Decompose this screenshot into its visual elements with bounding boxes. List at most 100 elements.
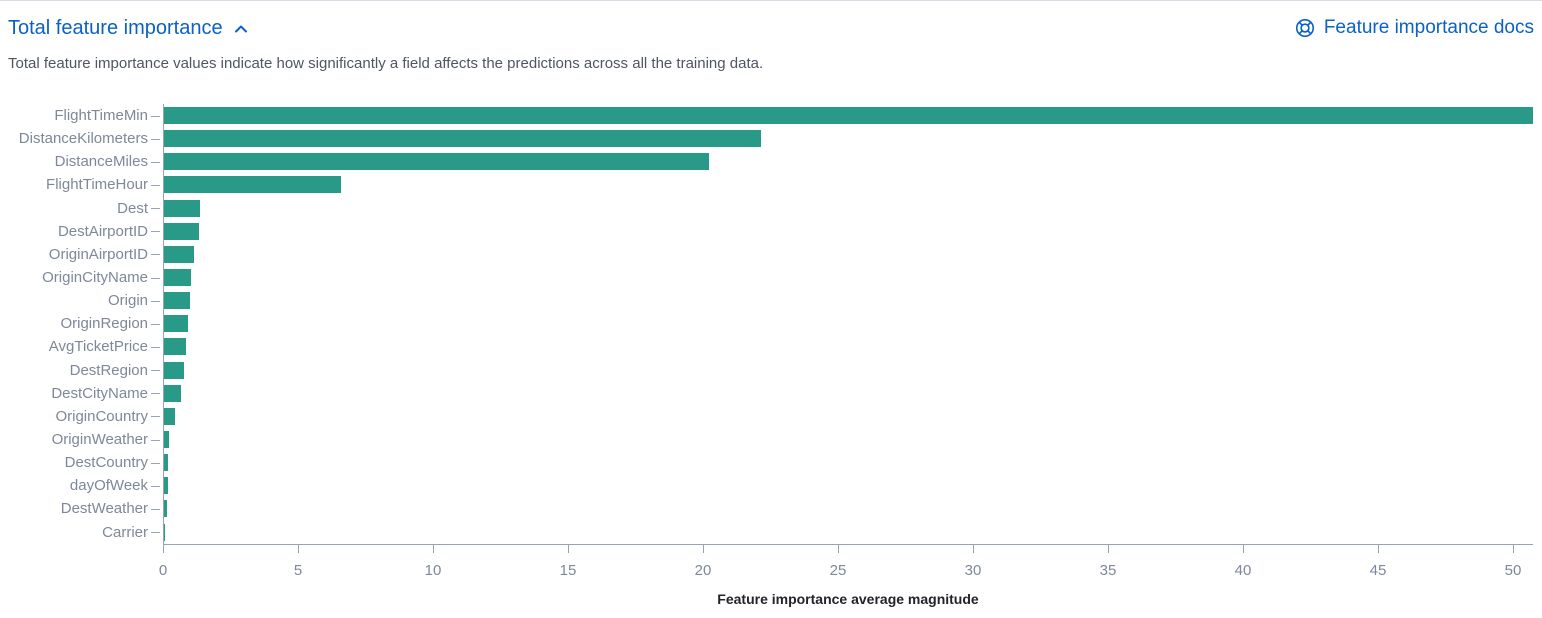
- y-axis-label: FlightTimeMin: [54, 107, 148, 125]
- y-axis-label: Dest: [117, 199, 148, 217]
- y-axis-tick: [151, 231, 160, 233]
- feature-importance-docs-link[interactable]: Feature importance docs: [1295, 14, 1534, 42]
- x-axis-tick: [703, 545, 704, 553]
- y-axis-label: FlightTimeHour: [46, 176, 148, 194]
- bar-row: OriginCityName: [0, 266, 1542, 289]
- x-axis-tick-label: 10: [424, 562, 442, 579]
- bar-row: DestCountry: [0, 451, 1542, 474]
- bar-FlightTimeMin[interactable]: [164, 107, 1533, 125]
- y-axis-label: dayOfWeek: [69, 477, 148, 495]
- x-axis-tick: [433, 545, 434, 553]
- bar-AvgTicketPrice[interactable]: [164, 338, 187, 356]
- y-axis-tick: [151, 393, 160, 395]
- y-axis-tick: [151, 485, 160, 487]
- y-axis-tick: [151, 416, 160, 418]
- y-axis-tick: [151, 323, 160, 325]
- bar-row: OriginAirportID: [0, 243, 1542, 266]
- section-title: Total feature importance: [8, 17, 223, 39]
- bar-DestAirportID[interactable]: [164, 222, 200, 240]
- y-axis-tick: [151, 439, 160, 441]
- bar-Origin[interactable]: [164, 292, 191, 310]
- y-axis-label: OriginAirportID: [48, 245, 148, 263]
- x-axis-tick-label: 5: [293, 562, 303, 579]
- section-description: Total feature importance values indicate…: [8, 55, 764, 72]
- bar-row: DestWeather: [0, 497, 1542, 520]
- y-axis-label: DistanceKilometers: [18, 130, 148, 148]
- bar-row: DestRegion: [0, 359, 1542, 382]
- bar-row: FlightTimeHour: [0, 173, 1542, 196]
- x-axis-tick: [298, 545, 299, 553]
- y-axis-tick: [151, 138, 160, 140]
- bar-OriginCityName[interactable]: [164, 269, 191, 287]
- bar-row: AvgTicketPrice: [0, 335, 1542, 358]
- bar-OriginWeather[interactable]: [164, 431, 169, 449]
- bar-row: Carrier: [0, 521, 1542, 544]
- y-axis-label: DestAirportID: [57, 222, 148, 240]
- life-ring-icon: [1295, 18, 1315, 38]
- y-axis-tick: [151, 300, 160, 302]
- bar-row: DestAirportID: [0, 220, 1542, 243]
- x-axis-tick: [1513, 545, 1514, 553]
- y-axis-tick: [151, 254, 160, 256]
- bar-OriginCountry[interactable]: [164, 407, 176, 425]
- bar-row: DistanceMiles: [0, 150, 1542, 173]
- x-axis-tick-label: 30: [964, 562, 982, 579]
- y-axis-tick: [151, 208, 160, 210]
- bar-DestCityName[interactable]: [164, 384, 181, 402]
- bar-OriginAirportID[interactable]: [164, 245, 194, 263]
- y-axis-label: AvgTicketPrice: [48, 338, 148, 356]
- x-axis-tick-label: 20: [694, 562, 712, 579]
- y-axis-tick: [151, 508, 160, 510]
- y-axis-line: [163, 104, 164, 545]
- bar-row: Dest: [0, 197, 1542, 220]
- bar-row: OriginWeather: [0, 428, 1542, 451]
- bar-FlightTimeHour[interactable]: [164, 176, 341, 194]
- docs-link-label: Feature importance docs: [1323, 17, 1534, 38]
- y-axis-label: Origin: [107, 292, 148, 310]
- bar-DestCountry[interactable]: [164, 454, 169, 472]
- bar-row: OriginRegion: [0, 312, 1542, 335]
- y-axis-label: DestCityName: [51, 384, 148, 402]
- x-axis-tick: [1108, 545, 1109, 553]
- y-axis-label: DistanceMiles: [54, 153, 148, 171]
- x-axis-tick-label: 40: [1234, 562, 1252, 579]
- y-axis-tick: [151, 532, 160, 534]
- x-axis-title: Feature importance average magnitude: [717, 591, 979, 607]
- x-axis-tick: [163, 545, 164, 553]
- bar-dayOfWeek[interactable]: [164, 477, 169, 495]
- y-axis-tick: [151, 161, 160, 163]
- x-axis-tick-label: 35: [1099, 562, 1117, 579]
- bar-row: DestCityName: [0, 382, 1542, 405]
- y-axis-label: OriginCityName: [42, 269, 148, 287]
- bar-OriginRegion[interactable]: [164, 315, 189, 333]
- bar-DestWeather[interactable]: [164, 500, 168, 518]
- bar-row: OriginCountry: [0, 405, 1542, 428]
- bar-row: DistanceKilometers: [0, 127, 1542, 150]
- y-axis-tick: [151, 462, 160, 464]
- section-toggle-button[interactable]: Total feature importance: [8, 14, 249, 42]
- x-axis-tick-label: 15: [559, 562, 577, 579]
- y-axis-label: OriginWeather: [51, 431, 148, 449]
- bar-DestRegion[interactable]: [164, 361, 185, 379]
- bar-Dest[interactable]: [164, 199, 201, 217]
- x-axis-tick: [1378, 545, 1379, 553]
- bar-DistanceMiles[interactable]: [164, 153, 710, 171]
- x-axis-tick-label: 25: [829, 562, 847, 579]
- x-axis-tick: [568, 545, 569, 553]
- y-axis-label: OriginRegion: [60, 315, 148, 333]
- bar-row: dayOfWeek: [0, 474, 1542, 497]
- feature-importance-chart: FlightTimeMin DistanceKilometers DistanceM…: [0, 104, 1542, 618]
- y-axis-label: OriginCountry: [55, 407, 148, 425]
- y-axis-label: Carrier: [102, 523, 148, 541]
- x-axis-tick-label: 50: [1504, 562, 1522, 579]
- x-axis-tick-label: 45: [1369, 562, 1387, 579]
- y-axis-label: DestWeather: [60, 500, 148, 518]
- y-axis-label: DestCountry: [64, 454, 148, 472]
- x-axis-tick: [838, 545, 839, 553]
- y-axis-tick: [151, 184, 160, 186]
- bar-row: FlightTimeMin: [0, 104, 1542, 127]
- bar-Carrier[interactable]: [164, 523, 166, 541]
- chevron-up-icon: [233, 21, 249, 37]
- bar-DistanceKilometers[interactable]: [164, 130, 761, 148]
- y-axis-label: DestRegion: [69, 361, 148, 379]
